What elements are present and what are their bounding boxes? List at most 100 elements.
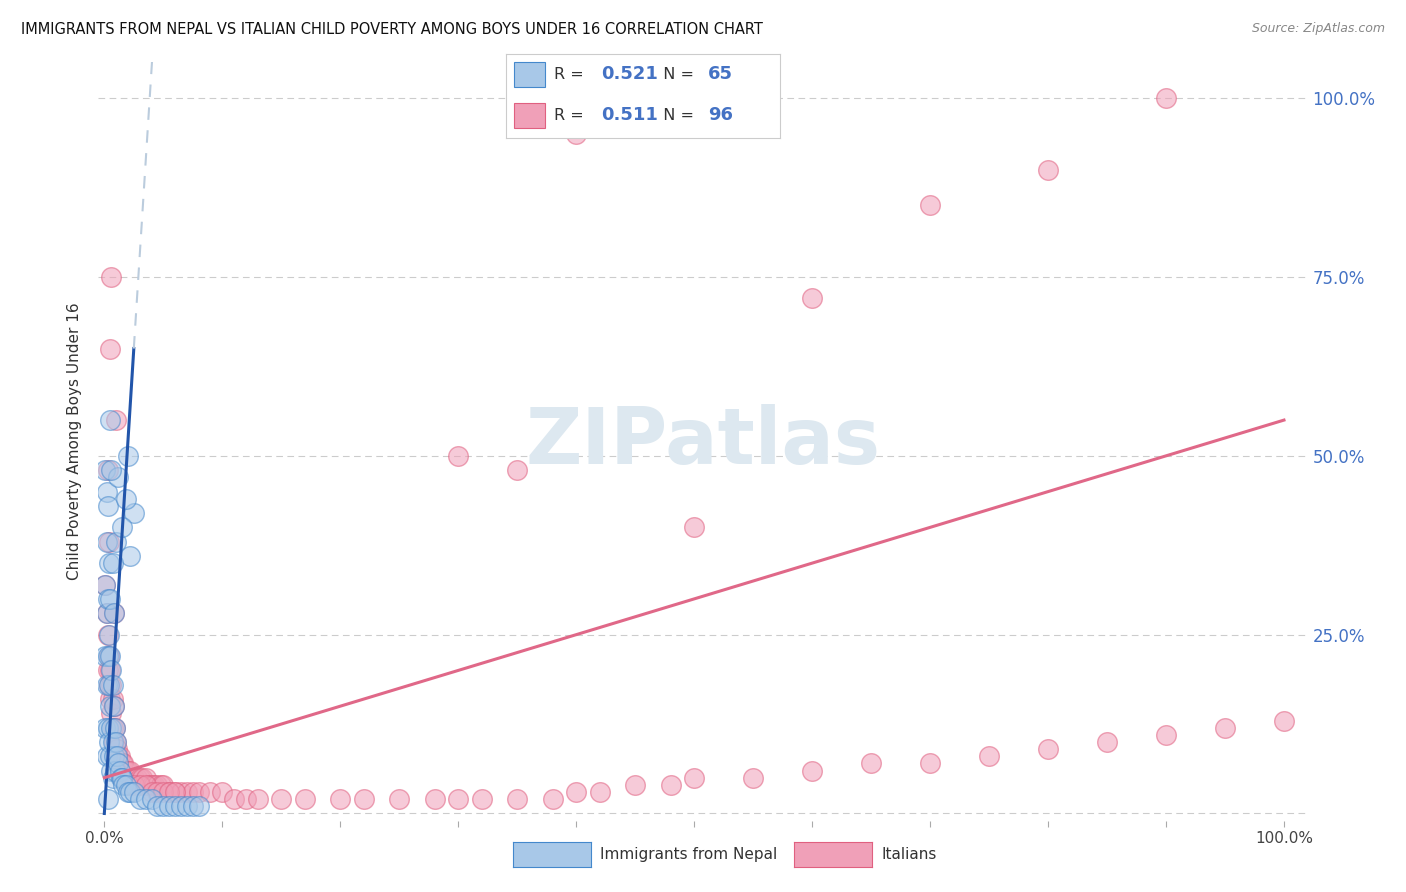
- Point: [96, 678, 118, 692]
- Point: [117, 778, 139, 792]
- Point: [98, 534, 121, 549]
- Point: [165, 785, 187, 799]
- Point: [96, 534, 118, 549]
- Point: [94, 463, 117, 477]
- Point: [104, 764, 127, 778]
- Point: [141, 792, 163, 806]
- Point: [112, 778, 135, 792]
- Point: [181, 799, 204, 814]
- Point: [97, 499, 120, 513]
- Text: 0.511: 0.511: [600, 106, 658, 124]
- Point: [98, 678, 121, 692]
- Text: 0.521: 0.521: [600, 65, 658, 83]
- Point: [157, 785, 180, 799]
- Point: [1036, 162, 1059, 177]
- Point: [135, 771, 157, 785]
- Point: [110, 771, 132, 785]
- Point: [105, 534, 128, 549]
- Point: [105, 742, 128, 756]
- Point: [101, 721, 124, 735]
- Point: [146, 778, 169, 792]
- Point: [1154, 91, 1177, 105]
- Point: [96, 606, 118, 620]
- Point: [135, 792, 157, 806]
- Point: [100, 721, 122, 735]
- Point: [138, 778, 160, 792]
- Text: R =: R =: [554, 108, 589, 123]
- Point: [128, 778, 150, 792]
- Point: [977, 749, 1000, 764]
- Point: [111, 771, 134, 785]
- Point: [683, 771, 706, 785]
- Point: [97, 591, 120, 606]
- Point: [111, 756, 134, 771]
- Point: [94, 649, 117, 664]
- Point: [97, 463, 120, 477]
- Point: [565, 127, 588, 141]
- Point: [294, 792, 316, 806]
- Point: [200, 785, 222, 799]
- Point: [659, 778, 682, 792]
- Point: [101, 735, 124, 749]
- Point: [96, 749, 118, 764]
- Point: [94, 721, 117, 735]
- Point: [235, 792, 257, 806]
- Point: [270, 792, 292, 806]
- Point: [920, 198, 942, 212]
- Point: [97, 721, 120, 735]
- Point: [97, 649, 120, 664]
- Point: [105, 735, 128, 749]
- Point: [141, 778, 163, 792]
- Point: [170, 785, 193, 799]
- Point: [97, 628, 120, 642]
- Point: [447, 449, 470, 463]
- Point: [589, 785, 612, 799]
- Point: [108, 749, 131, 764]
- Point: [98, 649, 121, 664]
- Point: [127, 771, 149, 785]
- Point: [98, 342, 121, 356]
- Point: [120, 549, 142, 563]
- Point: [120, 764, 142, 778]
- Point: [801, 292, 824, 306]
- Text: IMMIGRANTS FROM NEPAL VS ITALIAN CHILD POVERTY AMONG BOYS UNDER 16 CORRELATION C: IMMIGRANTS FROM NEPAL VS ITALIAN CHILD P…: [21, 22, 763, 37]
- Point: [100, 664, 122, 678]
- Point: [101, 692, 124, 706]
- Point: [1036, 742, 1059, 756]
- Text: Source: ZipAtlas.com: Source: ZipAtlas.com: [1251, 22, 1385, 36]
- Point: [96, 484, 118, 499]
- Point: [98, 664, 121, 678]
- Point: [165, 799, 187, 814]
- Point: [176, 799, 198, 814]
- Point: [860, 756, 883, 771]
- Bar: [515, 103, 544, 128]
- Point: [107, 470, 129, 484]
- Point: [211, 785, 233, 799]
- Point: [100, 706, 122, 721]
- Point: [114, 764, 136, 778]
- Point: [117, 449, 139, 463]
- Point: [506, 463, 529, 477]
- Point: [98, 591, 121, 606]
- Point: [101, 678, 124, 692]
- Point: [100, 764, 122, 778]
- Point: [98, 413, 121, 427]
- Bar: [515, 62, 544, 87]
- Point: [135, 778, 157, 792]
- Text: Italians: Italians: [882, 847, 936, 862]
- Point: [120, 785, 142, 799]
- Point: [329, 792, 352, 806]
- Y-axis label: Child Poverty Among Boys Under 16: Child Poverty Among Boys Under 16: [67, 302, 83, 581]
- Point: [152, 785, 174, 799]
- Text: N =: N =: [652, 108, 699, 123]
- Text: R =: R =: [554, 67, 589, 82]
- Text: 65: 65: [707, 65, 733, 83]
- Point: [142, 778, 165, 792]
- Point: [187, 785, 209, 799]
- Point: [131, 771, 153, 785]
- Point: [111, 771, 134, 785]
- Point: [104, 721, 127, 735]
- Point: [170, 799, 193, 814]
- Point: [111, 520, 134, 534]
- Point: [423, 792, 446, 806]
